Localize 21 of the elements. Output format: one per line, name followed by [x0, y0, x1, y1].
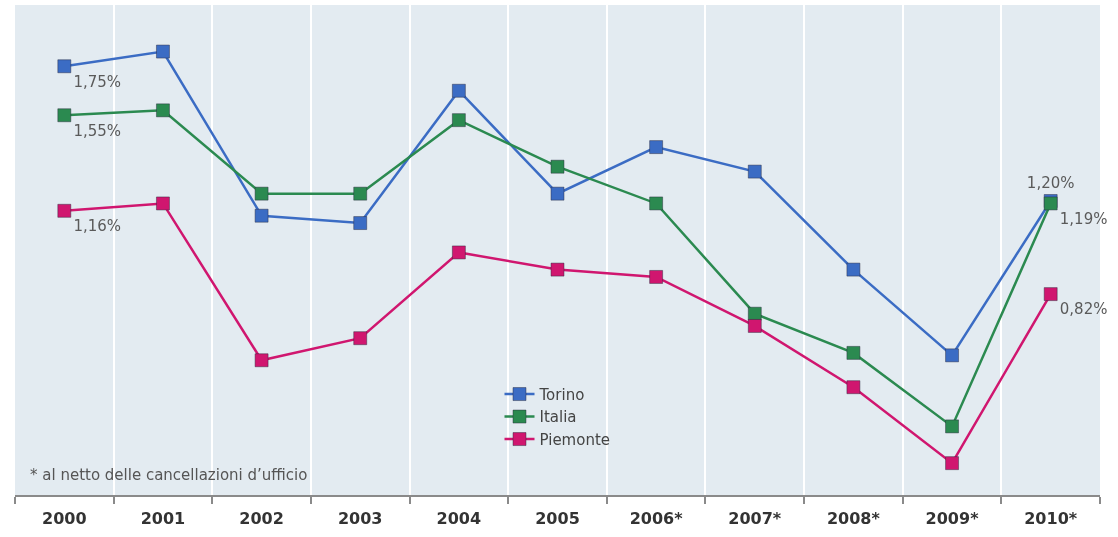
x-tick-label: 2009* [925, 509, 980, 529]
x-tick-label: 2007* [728, 509, 782, 529]
x-tick-label: 2006* [629, 509, 684, 529]
x-tick-label: 2008* [826, 509, 881, 529]
legend-label: Piemonte [539, 430, 611, 449]
data-label: 1,55% [73, 121, 122, 140]
data-label: 1,16% [73, 217, 122, 236]
data-label: 0,82% [1059, 300, 1108, 319]
x-tick-label: 2005 [535, 509, 580, 529]
data-label: 1,19% [1059, 209, 1108, 228]
x-tick-label: 2010* [1024, 509, 1078, 529]
x-tick-label: 2000 [42, 509, 87, 529]
x-tick-label: 2002 [239, 509, 284, 529]
data-label: 1,20% [1026, 174, 1075, 193]
data-label: 1,75% [73, 72, 122, 91]
legend-label: Italia [539, 408, 577, 427]
x-tick-label: 2001 [140, 509, 186, 529]
x-tick-label: 2004 [436, 509, 482, 529]
legend-label: Torino [538, 385, 585, 404]
x-tick-label: 2003 [337, 509, 383, 529]
annotation: * al netto delle cancellazioni d’ufficio [30, 466, 308, 484]
